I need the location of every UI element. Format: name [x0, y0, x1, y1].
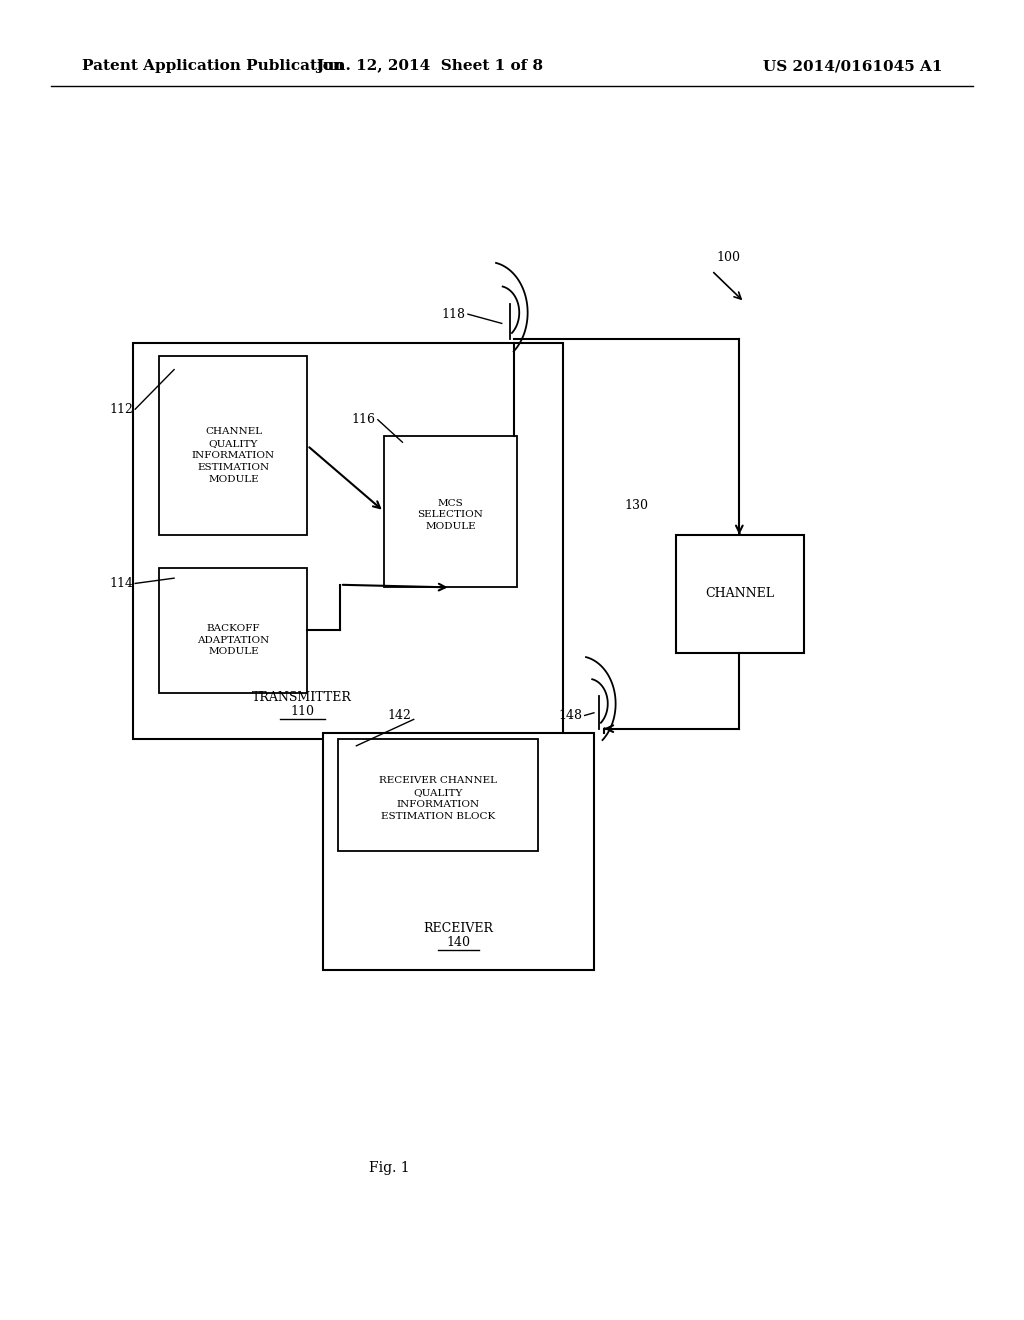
Text: 100: 100	[717, 251, 740, 264]
Text: RECEIVER: RECEIVER	[424, 921, 494, 935]
Bar	[133, 343, 563, 739]
Text: TRANSMITTER: TRANSMITTER	[252, 690, 352, 704]
Bar	[676, 535, 804, 653]
Text: 118: 118	[442, 308, 466, 321]
Bar	[384, 436, 517, 587]
Text: Fig. 1: Fig. 1	[369, 1162, 410, 1175]
Text: MCS
SELECTION
MODULE: MCS SELECTION MODULE	[418, 499, 483, 531]
Text: 116: 116	[352, 413, 376, 426]
Text: 148: 148	[559, 709, 583, 722]
Text: RECEIVER CHANNEL
QUALITY
INFORMATION
ESTIMATION BLOCK: RECEIVER CHANNEL QUALITY INFORMATION EST…	[379, 776, 498, 821]
Text: Patent Application Publication: Patent Application Publication	[82, 59, 344, 74]
Bar	[159, 356, 307, 535]
Text: CHANNEL: CHANNEL	[705, 587, 774, 601]
Text: 130: 130	[625, 499, 648, 512]
Text: 142: 142	[388, 709, 412, 722]
Bar	[159, 568, 307, 693]
Text: CHANNEL
QUALITY
INFORMATION
ESTIMATION
MODULE: CHANNEL QUALITY INFORMATION ESTIMATION M…	[191, 428, 275, 483]
Text: BACKOFF
ADAPTATION
MODULE: BACKOFF ADAPTATION MODULE	[198, 624, 269, 656]
Text: US 2014/0161045 A1: US 2014/0161045 A1	[763, 59, 942, 74]
Text: 140: 140	[446, 936, 471, 949]
Bar	[338, 739, 538, 851]
Text: 110: 110	[290, 705, 314, 718]
Text: 114: 114	[110, 577, 133, 590]
Text: Jun. 12, 2014  Sheet 1 of 8: Jun. 12, 2014 Sheet 1 of 8	[316, 59, 544, 74]
Bar	[323, 733, 594, 970]
Text: 112: 112	[110, 403, 133, 416]
